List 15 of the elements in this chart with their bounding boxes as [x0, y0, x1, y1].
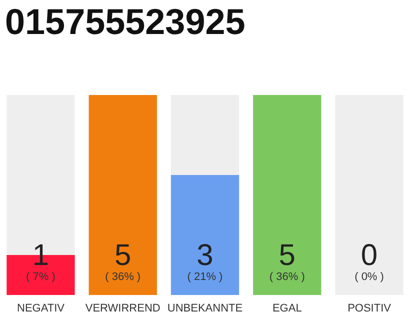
- x-tick-label: NEGATIV: [16, 302, 66, 314]
- annotation: ( 0% ): [354, 271, 384, 283]
- x-tick-label: VERWIRREND: [85, 302, 160, 314]
- data-label: 3: [196, 239, 214, 272]
- x-tick-label: UNBEKANNTE: [167, 302, 243, 314]
- annotation: 0: [360, 239, 378, 272]
- annotation: ( 21% ): [187, 271, 223, 283]
- chart-title: 015755523925: [5, 1, 246, 42]
- annotation: ( 36% ): [105, 271, 141, 283]
- data-label: 5: [114, 239, 132, 272]
- annotation: ( 7% ): [26, 271, 56, 283]
- data-label: 5: [278, 239, 296, 272]
- x-tick-label: POSITIV: [348, 302, 392, 314]
- x-tick-label: EGAL: [272, 302, 302, 314]
- annotation: ( 36% ): [269, 271, 305, 283]
